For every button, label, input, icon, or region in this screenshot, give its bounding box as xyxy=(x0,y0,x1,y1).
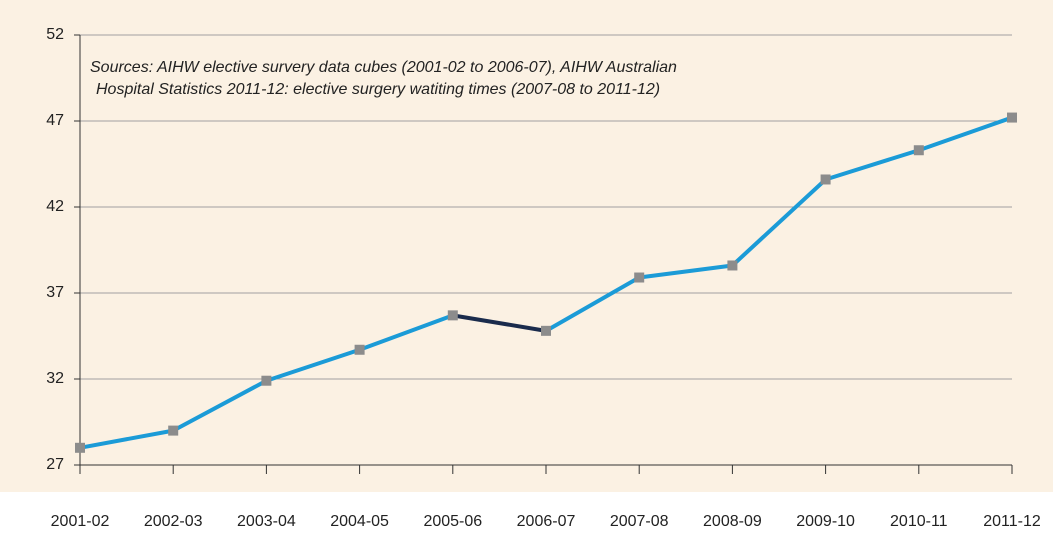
y-tick-label: 42 xyxy=(46,198,64,215)
line-segment xyxy=(544,275,642,333)
line-segment xyxy=(730,177,828,268)
data-point xyxy=(447,310,458,321)
x-tick-label: 2002-03 xyxy=(144,513,203,530)
line-segment xyxy=(264,347,362,383)
data-point xyxy=(1007,112,1017,123)
annotation: Hospital Statistics 2011-12: elective su… xyxy=(96,81,660,98)
y-tick-label: 32 xyxy=(46,370,64,387)
x-tick-label: 2007-08 xyxy=(610,513,669,530)
data-point xyxy=(354,344,365,355)
line-segment xyxy=(171,378,269,433)
data-point xyxy=(727,260,738,271)
data-point xyxy=(913,145,924,156)
data-point xyxy=(261,375,272,386)
chart-background xyxy=(0,0,1053,492)
line-segment xyxy=(78,428,176,450)
data-point xyxy=(541,325,551,336)
x-tick-label: 2010-11 xyxy=(890,513,948,530)
x-tick-label: 2001-02 xyxy=(51,513,110,530)
y-tick-label: 52 xyxy=(46,26,64,43)
line-segment xyxy=(916,115,1014,153)
x-tick-label: 2008-09 xyxy=(703,513,762,530)
line-segment xyxy=(823,148,921,182)
line-segment xyxy=(450,313,548,333)
data-point xyxy=(75,442,85,453)
annotation: Sources: AIHW elective survery data cube… xyxy=(90,59,677,76)
x-tick-label: 2011-12 xyxy=(983,513,1041,530)
x-tick-label: 2004-05 xyxy=(330,513,389,530)
y-tick-label: 37 xyxy=(46,284,64,301)
x-tick-label: 2006-07 xyxy=(517,513,576,530)
x-tick-label: 2005-06 xyxy=(423,513,482,530)
y-tick-label: 47 xyxy=(46,112,64,129)
x-tick-label: 2009-10 xyxy=(796,513,855,530)
data-point xyxy=(634,272,645,283)
line-segment xyxy=(357,313,455,352)
y-tick-label: 27 xyxy=(46,456,64,473)
data-point xyxy=(168,425,179,436)
x-tick-label: 2003-04 xyxy=(237,513,296,530)
data-point xyxy=(820,174,831,185)
line-segment xyxy=(637,263,735,280)
